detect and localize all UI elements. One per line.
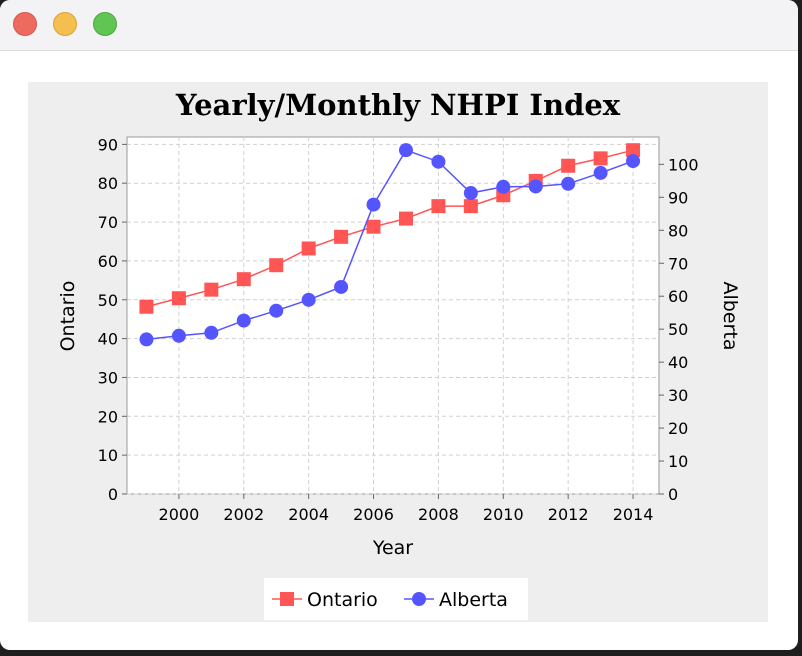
- legend-alberta-label: Alberta: [439, 589, 508, 611]
- series-line-alberta: [146, 149, 634, 341]
- y-axis-left-label: Ontario: [57, 281, 79, 352]
- y-right-tick-label: 70: [668, 254, 688, 273]
- y-left-tick-label: 30: [98, 368, 118, 387]
- y-left-tick-label: 40: [98, 330, 118, 349]
- y-axis-right: 0 10 20 30 40 50 60 70 80 90 100: [659, 155, 699, 504]
- data-point-alberta: [626, 154, 641, 169]
- data-point-alberta: [139, 332, 154, 347]
- data-point-ontario: [139, 299, 154, 314]
- y-left-tick-label: 60: [98, 252, 118, 271]
- x-tick-label: 2012: [548, 505, 589, 524]
- data-point-ontario: [398, 211, 413, 226]
- legend-ontario-marker: [280, 592, 294, 606]
- y-left-tick-label: 70: [98, 213, 118, 232]
- data-point-ontario: [334, 229, 349, 244]
- y-right-tick-label: 50: [668, 320, 688, 339]
- y-left-tick-label: 50: [98, 291, 118, 310]
- y-right-tick-label: 100: [668, 155, 699, 174]
- y-right-tick-label: 80: [668, 221, 688, 240]
- data-point-ontario: [561, 158, 576, 173]
- y-left-tick-label: 80: [98, 174, 118, 193]
- y-left-tick-label: 0: [108, 485, 118, 504]
- x-tick-label: 2000: [159, 505, 200, 524]
- data-point-alberta: [301, 292, 316, 307]
- chart-panel: Yearly/Monthly NHPI Index 2000 2002 2004 20…: [28, 82, 768, 622]
- data-point-alberta: [334, 279, 349, 294]
- series-line-ontario: [146, 149, 634, 308]
- y-right-tick-label: 20: [668, 419, 688, 438]
- x-tick-label: 2004: [288, 505, 329, 524]
- data-point-ontario: [593, 151, 608, 166]
- data-point-ontario: [171, 291, 186, 306]
- x-tick-label: 2014: [613, 505, 654, 524]
- y-right-tick-label: 0: [668, 485, 678, 504]
- series-layer: [139, 143, 641, 347]
- x-tick-label: 2008: [418, 505, 459, 524]
- data-point-ontario: [463, 199, 478, 214]
- plot-area: [126, 136, 660, 495]
- minimize-button[interactable]: [53, 12, 77, 36]
- chart-title: Yearly/Monthly NHPI Index: [175, 88, 621, 122]
- data-point-alberta: [269, 303, 284, 318]
- data-point-alberta: [366, 197, 381, 212]
- chart: Yearly/Monthly NHPI Index 2000 2002 2004 20…: [57, 88, 741, 620]
- x-tick-label: 2002: [223, 505, 264, 524]
- y-right-tick-label: 40: [668, 353, 688, 372]
- x-tick-label: 2010: [483, 505, 524, 524]
- data-point-alberta: [431, 154, 446, 169]
- y-right-tick-label: 10: [668, 452, 688, 471]
- data-point-alberta: [236, 313, 251, 328]
- data-point-ontario: [301, 241, 316, 256]
- y-left-tick-label: 20: [98, 407, 118, 426]
- data-point-alberta: [398, 143, 413, 158]
- x-axis-label: Year: [372, 537, 413, 559]
- data-point-ontario: [236, 272, 251, 287]
- y-axis-right-label: Alberta: [719, 282, 741, 351]
- data-point-ontario: [204, 282, 219, 297]
- data-point-ontario: [431, 199, 446, 214]
- data-point-alberta: [528, 179, 543, 194]
- legend-box: [264, 578, 528, 620]
- data-point-alberta: [561, 176, 576, 191]
- data-point-alberta: [204, 325, 219, 340]
- data-point-alberta: [496, 179, 511, 194]
- y-right-tick-label: 30: [668, 386, 688, 405]
- data-point-ontario: [366, 219, 381, 234]
- data-point-alberta: [463, 186, 478, 201]
- close-button[interactable]: [13, 12, 37, 36]
- y-left-tick-label: 10: [98, 446, 118, 465]
- legend-ontario-label: Ontario: [307, 589, 378, 611]
- data-point-alberta: [171, 328, 186, 343]
- data-point-ontario: [626, 143, 641, 158]
- data-point-ontario: [269, 258, 284, 273]
- title-bar: [0, 0, 798, 51]
- y-axis-left: 0 10 20 30 40 50 60 70 80 90: [98, 135, 127, 504]
- legend: Ontario Alberta: [264, 578, 528, 620]
- zoom-button[interactable]: [93, 12, 117, 36]
- x-axis: 2000 2002 2004 2006 2008 2010 2012 2014: [159, 494, 654, 524]
- y-left-tick-label: 90: [98, 135, 118, 154]
- y-right-tick-label: 90: [668, 188, 688, 207]
- legend-alberta-marker: [412, 592, 426, 606]
- y-right-tick-label: 60: [668, 287, 688, 306]
- x-tick-label: 2006: [353, 505, 394, 524]
- data-point-alberta: [593, 165, 608, 180]
